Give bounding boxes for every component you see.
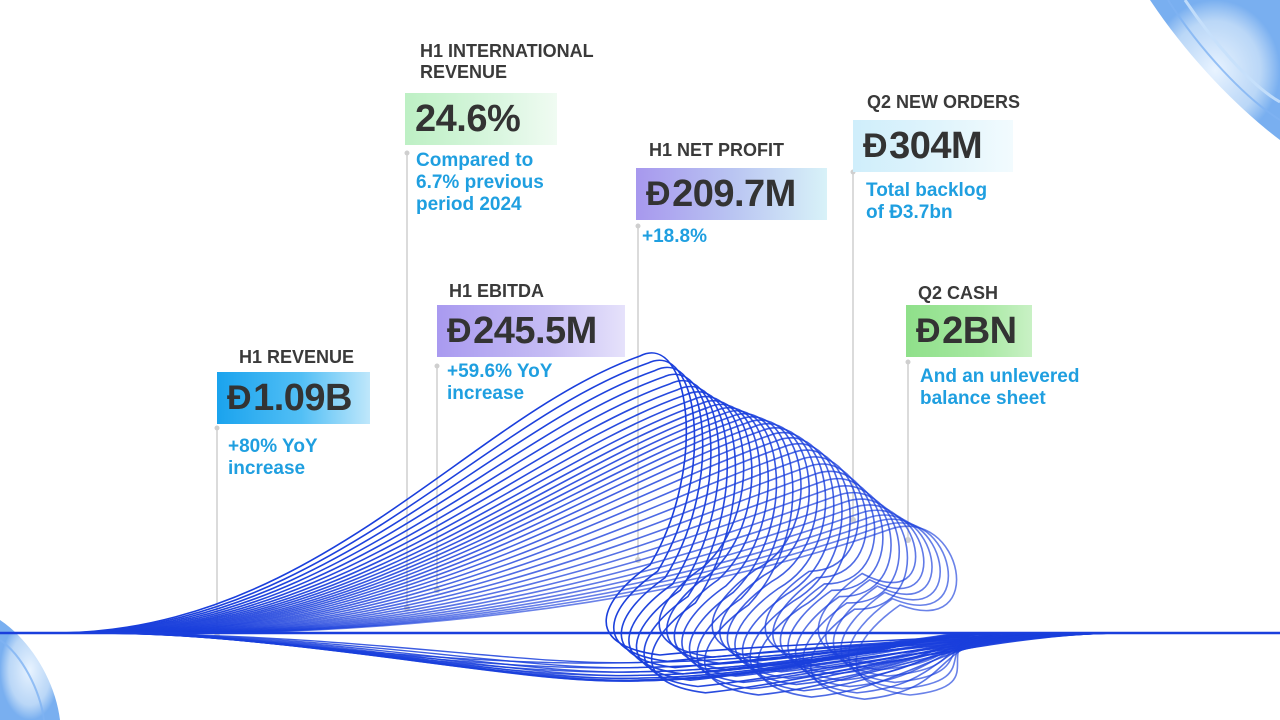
currency-symbol: Đ [916,311,941,350]
connector-dot [850,517,856,523]
kpi-label: Q2 NEW ORDERS [867,92,1021,112]
kpi-value: 24.6% [415,97,521,140]
wave-curve [171,470,1057,675]
kpi-value-box: Đ 209.7M [636,168,827,220]
kpi-label: H1 EBITDA [449,281,545,301]
currency-symbol: Đ [227,378,252,417]
kpi-note-line: of Đ3.7bn [866,202,953,223]
kpi-note: Compared to 6.7% previous period 2024 [416,150,544,216]
wave-curve [152,443,1071,692]
wave-curve [161,456,1064,663]
kpi-note-line: +18.8% [642,226,707,247]
kpi-note-line: And an unlevered [920,366,1080,387]
corner-swirl-bottom-left [0,620,60,720]
connector-dot [434,363,440,369]
kpi-note: +59.6% YoY increase [447,361,552,405]
currency-symbol: Đ [646,174,671,213]
wave-curve [142,432,1079,679]
kpi-label: H1 NET PROFIT [649,140,785,160]
wave-curve [137,427,1082,673]
wave-curve [205,514,1031,677]
kpi-note: +80% YoY increase [228,436,318,480]
kpi-note: And an unlevered balance sheet [920,366,1079,410]
wave-curve [195,504,1039,665]
connector-dot [635,223,641,229]
kpi-label: H1 REVENUE [239,347,355,367]
kpi-label: H1 INTERNATIONAL REVENUE [420,41,594,83]
kpi-note-line: increase [228,458,306,479]
connector-dot [404,150,410,156]
kpi-note-line: +59.6% YoY [447,361,553,382]
kpi-value: 245.5M [473,309,597,352]
wave-curve [179,632,961,664]
kpi-note-line: balance sheet [920,388,1046,409]
kpi-value: 304M [889,124,983,167]
kpi-value-box: 24.6% [405,93,557,145]
kpi-value-box: Đ 1.09B [217,372,370,424]
wave-curve [93,396,1115,658]
kpi-value: 1.09B [253,376,352,419]
kpi-note-line: Compared to [416,150,534,171]
kpi-value-box: Đ 2BN [906,305,1032,357]
kpi-note: Total backlog of Đ3.7bn [866,180,987,224]
currency-symbol: Đ [863,126,888,165]
wave-curve [215,522,1024,690]
wave-curve [210,518,1028,684]
kpi-label: Q2 CASH [918,283,999,303]
connector-lines [214,150,911,639]
wave-curve [176,478,1053,682]
connector-dot [905,537,911,543]
connector-dot [905,359,911,365]
currency-symbol: Đ [447,311,472,350]
blue-wave-curves [59,352,1141,700]
kpi-note: +18.8% [642,226,707,248]
kpi-note-line: Total backlog [866,180,988,201]
kpi-note-line: 6.7% previous [416,172,544,193]
kpi-value-box: Đ 245.5M [437,305,625,357]
wave-curve [123,416,1093,696]
kpi-label-line: H1 INTERNATIONAL [420,41,594,61]
wave-curve [190,498,1042,700]
wave-curve [147,437,1075,686]
kpi-value: 2BN [942,309,1017,352]
kpi-note-line: period 2024 [416,194,522,215]
kpi-note-line: +80% YoY [228,436,318,457]
kpi-value: 209.7M [672,172,796,215]
kpi-value-box: Đ 304M [853,120,1013,172]
wave-curve [166,463,1061,669]
kpi-note-line: increase [447,383,525,404]
corner-swirl-top-right [1150,0,1280,140]
wave-curve [79,380,1126,682]
wave-curve [200,509,1035,671]
kpi-label-line: REVENUE [420,62,508,82]
wave-curve [219,525,1021,696]
connector-dot [214,425,220,431]
